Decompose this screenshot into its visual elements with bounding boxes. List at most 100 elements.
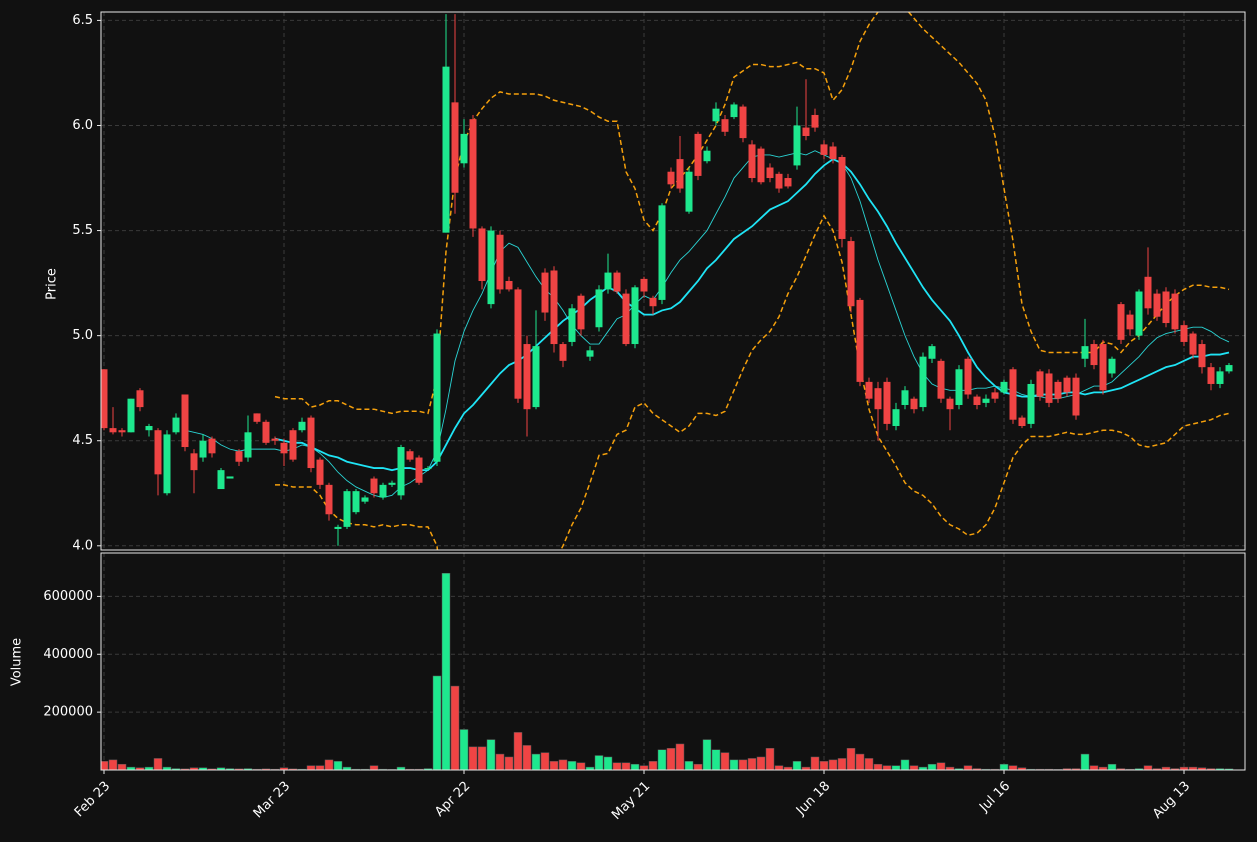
candle-body	[595, 289, 603, 328]
volume-bar	[441, 573, 451, 770]
volume-bar	[1116, 768, 1126, 770]
candle-body	[136, 390, 144, 408]
volume-bar	[477, 746, 487, 770]
volume-bar	[1008, 765, 1018, 770]
candle-body	[442, 66, 450, 233]
candle-body	[631, 287, 639, 345]
candle-body	[181, 394, 189, 448]
volume-bar	[333, 761, 343, 770]
volume-bar	[873, 763, 883, 770]
volume-bar	[1161, 766, 1171, 770]
volume-bar	[1197, 767, 1207, 770]
volume-bar	[693, 763, 703, 770]
candle-body	[1108, 358, 1116, 374]
candle-body	[649, 297, 657, 307]
candle-body	[280, 442, 288, 454]
candle-body	[352, 491, 360, 513]
candle-body	[1153, 293, 1161, 317]
volume-bar	[1134, 768, 1144, 770]
candle-body	[478, 228, 486, 281]
candle-body	[190, 453, 198, 471]
volume-bar	[666, 748, 676, 770]
volume-bar	[1179, 766, 1189, 770]
candle-body	[424, 468, 432, 470]
candle-body	[1054, 381, 1062, 399]
volume-bar	[585, 766, 595, 770]
volume-bar	[882, 765, 892, 770]
candle-body	[757, 148, 765, 183]
candle-body	[937, 360, 945, 399]
volume-bar	[891, 765, 901, 770]
candle-body	[865, 381, 873, 399]
volume-bar	[171, 768, 181, 770]
volume-bar	[495, 753, 505, 770]
price-frame	[100, 11, 1246, 551]
volume-bar	[369, 765, 379, 770]
candle-body	[586, 350, 594, 357]
volume-bar	[504, 756, 514, 770]
volume-bar	[1170, 768, 1180, 770]
volume-bar	[684, 761, 694, 770]
candle-body	[514, 289, 522, 399]
candle-body	[1081, 346, 1089, 359]
y-tick-label: 600000	[43, 589, 93, 604]
candle-body	[622, 293, 630, 345]
candle-body	[1045, 373, 1053, 403]
candle-body	[523, 344, 531, 410]
volume-bar	[864, 758, 874, 770]
volume-bar	[468, 746, 478, 770]
candle-body	[955, 369, 963, 405]
candle-body	[541, 272, 549, 313]
volume-bar	[1017, 767, 1027, 770]
volume-bar	[1152, 768, 1162, 770]
candle-body	[109, 428, 117, 433]
volume-bar	[828, 759, 838, 770]
y-tick-label: 4.5	[72, 433, 93, 448]
candle-body	[244, 432, 252, 458]
candle-body	[118, 430, 126, 433]
volume-bar	[126, 766, 136, 770]
volume-bar	[459, 729, 469, 770]
volume-bar	[567, 761, 577, 770]
volume-bar	[144, 766, 154, 770]
volume-bar	[216, 767, 226, 770]
candle-body	[199, 440, 207, 458]
volume-bar	[648, 761, 658, 770]
candle-body	[1036, 371, 1044, 397]
candle-body	[343, 491, 351, 527]
candle-body	[910, 398, 918, 410]
volume-bar	[540, 752, 550, 770]
volume-frame	[100, 552, 1246, 771]
candle-body	[784, 178, 792, 187]
volume-bar	[729, 759, 739, 770]
volume-bar	[135, 767, 145, 770]
candle-body	[145, 426, 153, 431]
candle-body	[1144, 276, 1152, 309]
volume-bar	[513, 732, 523, 770]
volume-bar	[1080, 753, 1090, 770]
candle-body	[964, 358, 972, 395]
candle-body	[604, 272, 612, 290]
volume-bar	[101, 761, 109, 770]
candle-body	[1018, 417, 1026, 427]
candle-body	[1180, 325, 1188, 342]
candle-body	[1090, 344, 1098, 366]
volume-bar	[837, 758, 847, 770]
volume-bar	[918, 766, 928, 770]
candle-body	[811, 114, 819, 128]
volume-bar	[396, 766, 406, 770]
candle-body	[307, 417, 315, 469]
volume-bar	[720, 752, 730, 770]
candle-body	[901, 390, 909, 405]
candle-body	[532, 346, 540, 408]
candle-body	[946, 398, 954, 410]
candle-body	[739, 106, 747, 139]
candle-body	[829, 146, 837, 160]
line-series	[275, 214, 1230, 550]
volume-bar	[846, 748, 856, 770]
candle-body	[496, 234, 504, 290]
candle-body	[298, 421, 306, 431]
volume-bar	[675, 743, 685, 770]
candle-body	[685, 171, 693, 212]
